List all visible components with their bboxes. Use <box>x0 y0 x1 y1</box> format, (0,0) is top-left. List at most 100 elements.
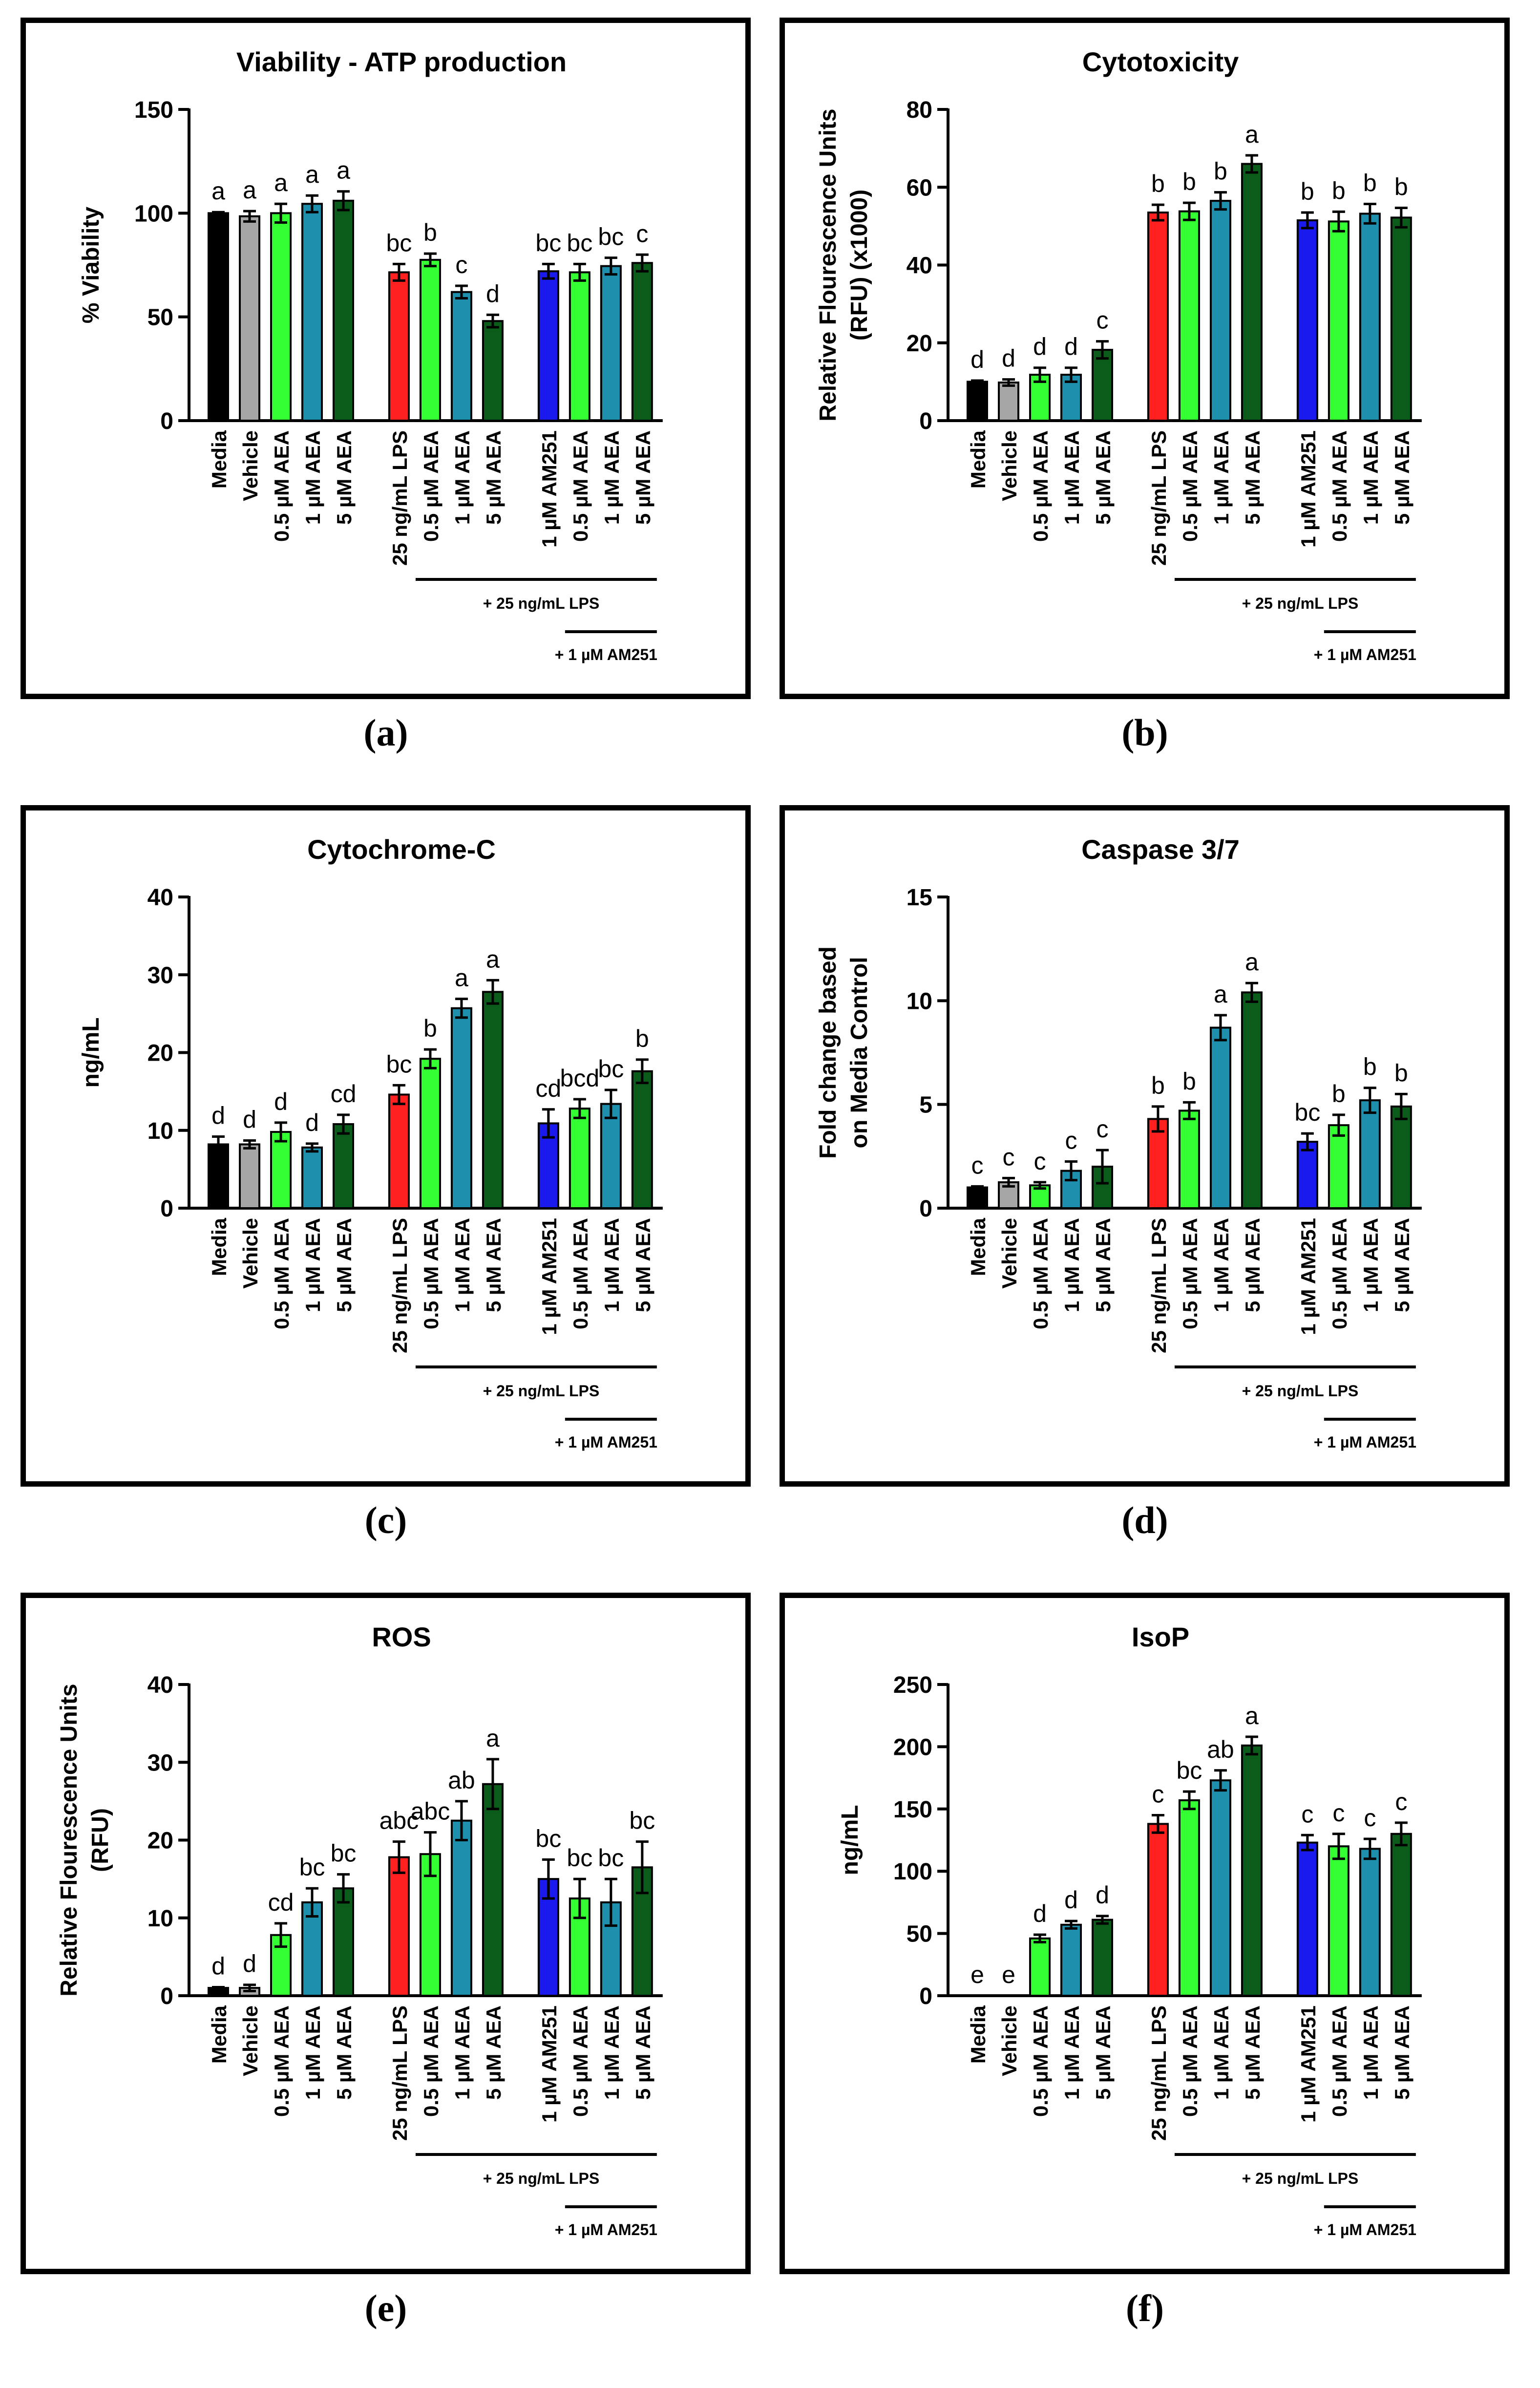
panel-e-frame <box>21 1593 751 2274</box>
panel-a-bar <box>631 262 653 422</box>
panel-b-significance-letter: a <box>1245 121 1259 148</box>
panel-f-bar <box>1241 1744 1263 1997</box>
panel-c-significance-letter: bc <box>598 1055 624 1083</box>
panel-f-category-label: 0.5 µM AEA <box>1029 2005 1052 2117</box>
panel-c-category-label: 5 µM AEA <box>632 1218 654 1312</box>
panel-e-category-label: 5 µM AEA <box>632 2005 654 2100</box>
panel-b-bar <box>1328 220 1350 422</box>
panel-a-bar <box>569 271 591 422</box>
panel-a-significance-letter: bc <box>386 229 412 256</box>
panel-a-y-tick-label: 100 <box>134 201 173 227</box>
panel-f-significance-letter: ab <box>1207 1736 1234 1763</box>
panel-a-y-tick-label: 150 <box>134 97 173 123</box>
panel-a-category-label: 25 ng/mL LPS <box>388 430 411 566</box>
panel-f-category-label: 0.5 µM AEA <box>1179 2005 1202 2117</box>
panel-e-am251-group-label: + 1 µM AM251 <box>555 2221 657 2239</box>
panel-a-bar <box>419 258 441 422</box>
panel-d-category-label: 1 µM AEA <box>1210 1218 1233 1312</box>
panel-a-category-label: Vehicle <box>239 430 262 501</box>
panel-b-significance-letter: b <box>1182 168 1196 195</box>
panel-d-category-label: 5 µM AEA <box>1241 1218 1264 1312</box>
panel-a-significance-letter: a <box>274 169 288 196</box>
panel-b-bar <box>1209 200 1231 422</box>
panel-d-category-label: 0.5 µM AEA <box>1179 1218 1202 1329</box>
panel-c-significance-letter: b <box>635 1025 649 1052</box>
panel-e-significance-letter: bc <box>535 1825 561 1852</box>
panel-f-significance-letter: bc <box>1177 1757 1202 1784</box>
panel-a-bar <box>388 271 410 422</box>
panel-d-category-label: Media <box>967 1217 990 1276</box>
panel-c-bar <box>301 1146 323 1209</box>
panel-c-significance-letter: d <box>274 1088 288 1115</box>
panel-c-lps-group-label: + 25 ng/mL LPS <box>483 1382 600 1400</box>
panel-b-category-label: Vehicle <box>998 430 1021 501</box>
panel-a-bar <box>482 320 504 422</box>
panel-f-lps-group-label: + 25 ng/mL LPS <box>1242 2170 1359 2187</box>
panel-d-bar <box>1241 991 1263 1209</box>
panel-d-bar <box>1092 1166 1113 1209</box>
panel-a-significance-letter: b <box>423 219 437 246</box>
panel-d-significance-letter: c <box>1065 1127 1077 1154</box>
panel-d-category-label: 25 ng/mL LPS <box>1147 1218 1170 1353</box>
panel-c-y-tick-label: 10 <box>148 1118 173 1144</box>
panel-d-y-tick-label: 10 <box>907 988 932 1014</box>
panel-f-bar <box>1029 1937 1051 1997</box>
panel-c-significance-letter: d <box>243 1106 256 1133</box>
panel-c-y-label: ng/mL <box>78 1018 104 1088</box>
panel-f-y-tick-label: 150 <box>893 1797 932 1823</box>
panel-a-bar <box>333 199 354 422</box>
panel-f-significance-letter: c <box>1332 1799 1345 1827</box>
panel-e-significance-letter: abc <box>380 1807 419 1834</box>
panel-c-significance-letter: b <box>423 1015 437 1042</box>
panel-a-category-label: 5 µM AEA <box>482 430 505 525</box>
panel-a-am251-group-label: + 1 µM AM251 <box>555 646 657 663</box>
panel-a-bar <box>208 212 229 422</box>
panel-e-bar <box>419 1853 441 1997</box>
panel-d-significance-letter: c <box>1034 1148 1046 1175</box>
panel-b-y-label: (RFU) (x1000) <box>846 190 872 341</box>
panel-b-bar <box>1029 374 1051 422</box>
panel-a-bar <box>270 212 292 422</box>
panel-b-significance-letter: d <box>1064 333 1078 361</box>
panel-c-bar <box>419 1058 441 1209</box>
panel-b-category-label: Media <box>967 430 990 489</box>
panel-f-bar <box>1390 1833 1412 1997</box>
panel-e-significance-letter: bc <box>299 1854 325 1881</box>
panel-e-significance-letter: abc <box>411 1798 450 1825</box>
panel-f-category-label: 5 µM AEA <box>1241 2005 1264 2100</box>
panel-b-frame <box>780 18 1510 699</box>
panel-f-significance-letter: d <box>1064 1886 1078 1914</box>
panel-a-category-label: Media <box>208 430 231 489</box>
panel-c-category-label: 1 µM AEA <box>451 1218 474 1312</box>
panel-b-bar <box>967 381 988 422</box>
panel-b-significance-letter: d <box>1033 333 1047 361</box>
panel-f-category-label: Media <box>967 2005 990 2064</box>
panel-d-chart: Caspase 3/7 0 5 10 15 Fold change based on Med… <box>815 834 1422 1451</box>
panel-b-chart: Cytotoxicity 0 20 40 60 80 Relative Flourescen… <box>815 46 1422 663</box>
panel-f-category-label: 25 ng/mL LPS <box>1147 2005 1170 2141</box>
panel-e-category-label: 5 µM AEA <box>333 2005 356 2100</box>
panel-a-bar <box>600 265 622 422</box>
panel-c-significance-letter: a <box>486 945 500 973</box>
panel-b-significance-letter: b <box>1394 173 1408 200</box>
panel-e-lps-group-label: + 25 ng/mL LPS <box>483 2170 600 2187</box>
panel-a-category-label: 1 µM AEA <box>451 430 474 525</box>
panel-c-category-label: Vehicle <box>239 1218 262 1289</box>
panel-d-significance-letter: a <box>1245 948 1259 976</box>
panel-d-am251-group-label: + 1 µM AM251 <box>1314 1433 1416 1451</box>
panel-d-y-label: on Media Control <box>846 957 872 1149</box>
panel-f-y-tick-label: 250 <box>893 1672 932 1698</box>
panel-e-title: ROS <box>372 1621 431 1652</box>
panel-b-y-tick-label: 20 <box>907 331 932 357</box>
panel-c-chart: Cytochrome-C 0 10 20 30 40 ng/mL d Media d Vehicle… <box>78 834 663 1451</box>
panel-d-bar <box>1029 1184 1051 1209</box>
panel-f-significance-letter: d <box>1096 1881 1109 1909</box>
panel-f-bar <box>1060 1923 1082 1997</box>
panel-b-significance-letter: b <box>1151 170 1165 197</box>
panel-e-caption: (e) <box>364 2287 407 2329</box>
panel-d-y-label: Fold change based <box>815 946 841 1159</box>
panel-b-bar <box>1178 210 1200 422</box>
panel-f-significance-letter: c <box>1152 1781 1164 1808</box>
panel-d-category-label: 1 µM AM251 <box>1297 1218 1320 1335</box>
